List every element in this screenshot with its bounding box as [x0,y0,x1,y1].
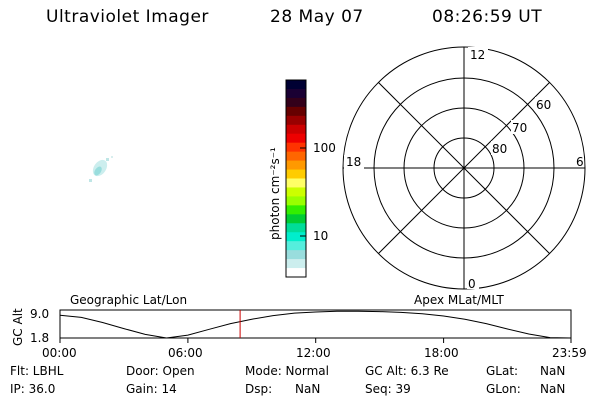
colorbar: 100 10 photon cm⁻²s⁻¹ [268,79,336,278]
colorbar-cell [286,178,306,189]
footer-glat-value: NaN [540,364,566,378]
timeline-ylabel: GC Alt [11,308,25,346]
colorbar-cell [286,133,306,144]
footer-door: Door: Open [126,364,195,378]
colorbar-cell [286,223,306,233]
colorbar-tick-label-100: 100 [313,141,336,155]
footer-seq: Seq: 39 [365,382,411,396]
timeline-ytick-1.8: 1.8 [30,331,49,345]
lat-label-bg-60 [535,97,553,111]
colorbar-unit-label: photon cm⁻²s⁻¹ [268,147,282,240]
footer-glon-value: NaN [540,382,566,396]
footer-glon-label: GLon: [486,382,521,396]
instrument-title: Ultraviolet Imager [46,7,209,27]
lat-label-70: 70 [512,121,527,135]
footer-dsp: Dsp: NaN [245,382,321,396]
colorbar-cell [286,214,306,224]
colorbar-cell [286,232,306,242]
lat-label-80: 80 [492,142,507,156]
timeline-xtick-label-1: 06:00 [168,346,203,360]
colorbar-cell [286,115,306,126]
colorbar-cell [286,187,306,197]
footer-gain: Gain: 14 [126,382,177,396]
colorbar-gradient [286,80,306,278]
timeline-xtick-label-2: 12:00 [296,346,331,360]
footer-ip: IP: 36.0 [10,382,56,396]
lat-label-bg-70 [511,120,529,134]
colorbar-frame [285,79,307,278]
mlt-label-bg-0 [467,276,479,289]
colorbar-cell [286,250,306,260]
colorbar-cell [286,88,306,99]
aurora-image-blob [89,156,113,182]
colorbar-cell [286,106,306,117]
observation-date: 28 May 07 [270,7,364,27]
polar-grid [342,46,586,290]
timeline-ytick-9: 9.0 [30,307,49,321]
mlt-label-12: 12 [470,48,485,62]
colorbar-cell [286,205,306,215]
colorbar-cell [286,259,306,269]
footer-mode: Mode: Normal [245,364,329,378]
colorbar-cell [286,124,306,135]
colorbar-cell [286,268,306,278]
timeline-frame [59,309,572,339]
colorbar-cell [286,142,306,153]
colorbar-tick-label-10: 10 [313,229,328,243]
timeline-xticks [59,338,572,343]
observation-time: 08:26:59 UT [432,7,543,27]
timeline-right-title: Apex MLat/MLT [414,293,504,307]
colorbar-cell [286,196,306,206]
colorbar-cell [286,97,306,108]
footer-filter: Flt: LBHL [10,364,64,378]
altitude-timeline: Geographic Lat/Lon Apex MLat/MLT GC Alt … [11,293,587,360]
timeline-left-title: Geographic Lat/Lon [70,293,187,307]
lat-label-60: 60 [536,98,551,112]
lat-label-bg-80 [491,141,509,155]
colorbar-cell [286,169,306,180]
timeline-xtick-label-0: 00:00 [42,346,77,360]
timeline-xtick-label-3: 18:00 [424,346,459,360]
mlt-label-18: 18 [346,155,361,169]
polar-diagonal-2 [378,82,550,254]
colorbar-cell [286,241,306,251]
mlt-label-bg-12 [468,47,488,61]
altitude-series-line [59,310,572,339]
colorbar-cell [286,80,306,90]
mlt-label-bg-18 [344,155,364,169]
timeline-xtick-label-4: 23:59 [552,346,587,360]
colorbar-cell [286,160,306,171]
mlt-label-6: 6 [576,155,584,169]
footer-glat-label: GLat: [486,364,519,378]
mlt-label-0: 0 [468,277,476,291]
colorbar-cell [286,151,306,162]
footer-gc-alt: GC Alt: 6.3 Re [365,364,449,378]
